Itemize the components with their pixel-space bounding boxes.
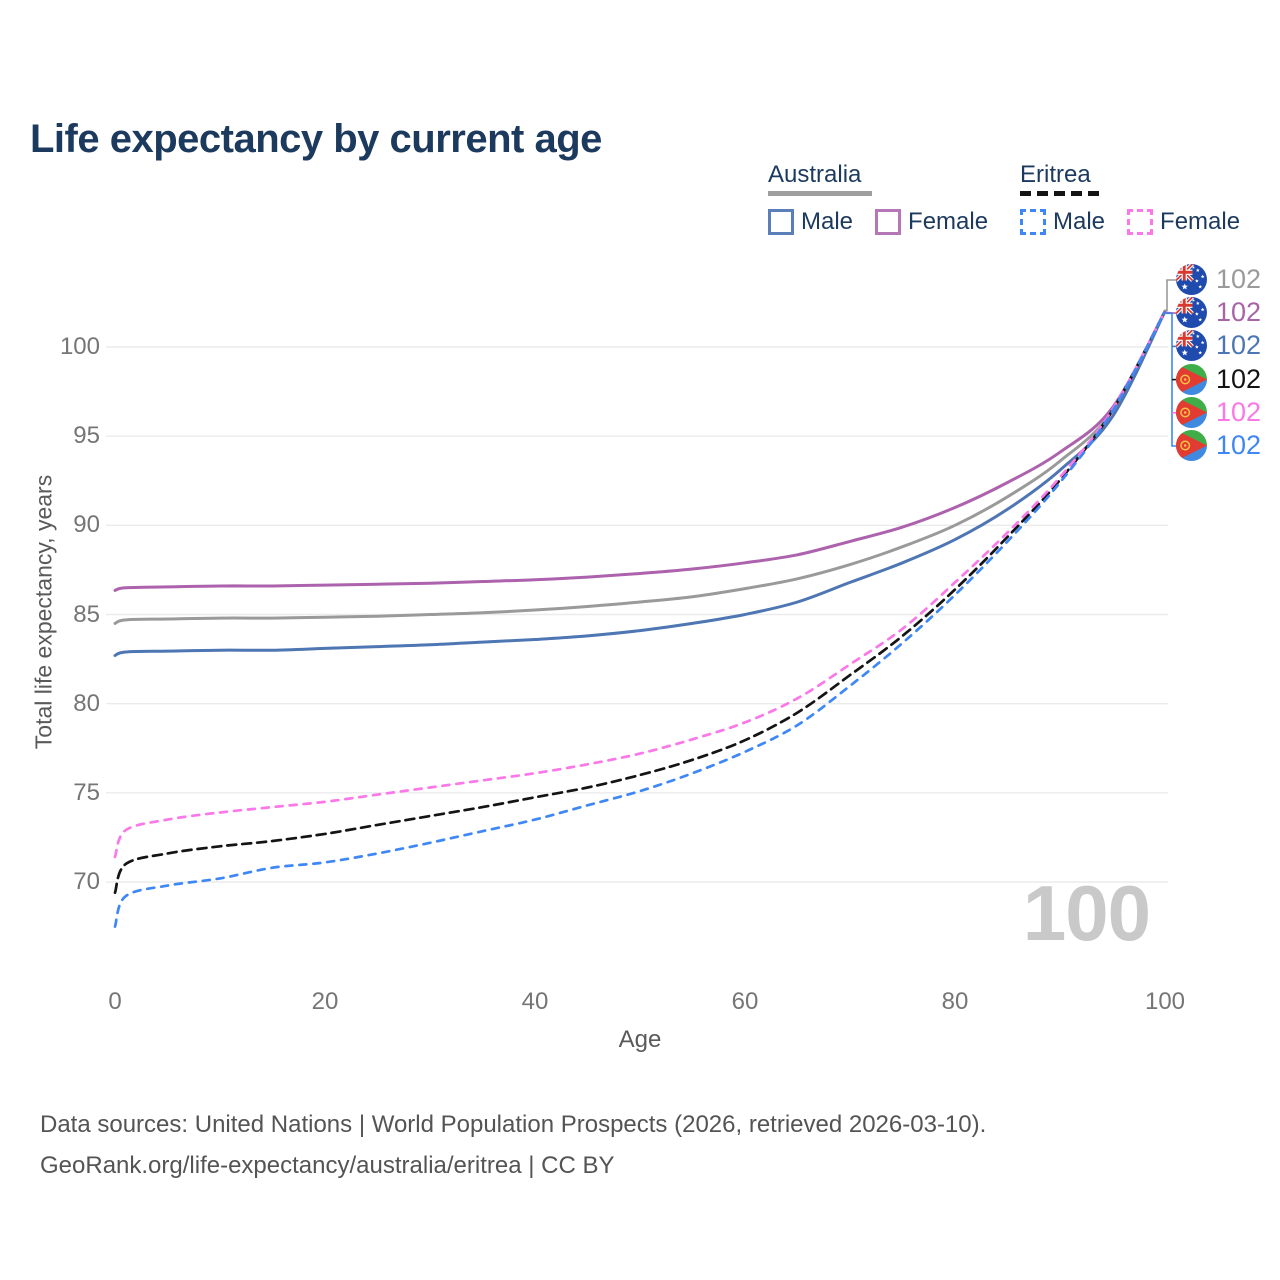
eritrea-flag-icon (1176, 363, 1207, 395)
series-line-eritrea-female (113, 309, 1167, 859)
end-label-row-australia-female: 102 (1176, 297, 1262, 329)
series-line-eritrea-male (113, 309, 1167, 928)
legend-label: Male (1053, 208, 1106, 235)
legend-country-eritrea: Eritrea (1020, 161, 1091, 188)
y-tick-label-80: 80 (73, 689, 100, 717)
legend-item-eritrea-male[interactable]: Male (1020, 208, 1105, 236)
legend-label: Female (1160, 208, 1241, 235)
leader-australia-total (1164, 279, 1176, 312)
end-label-row-eritrea-male: 102 (1176, 430, 1261, 461)
end-label-value-australia-male: 102 (1216, 330, 1262, 361)
end-label-row-australia-total: 102 (1176, 264, 1261, 295)
footer: Data sources: United Nations | World Pop… (40, 1104, 986, 1186)
eritrea-flag-icon (1176, 396, 1207, 428)
y-tick-label-85: 85 (73, 600, 100, 628)
series-line-australia-total (113, 309, 1167, 625)
australia-flag-icon (1176, 330, 1207, 362)
end-label-value-australia-female: 102 (1216, 297, 1262, 328)
x-tick-label-0: 0 (108, 988, 122, 1015)
x-tick-label-100: 100 (1144, 988, 1186, 1015)
footer-attribution: GeoRank.org/life-expectancy/australia/er… (40, 1152, 615, 1179)
legend-group-australia: Australia Male Female (768, 162, 988, 236)
end-label-value-eritrea-female: 102 (1216, 396, 1262, 427)
age-watermark: 100 (1022, 869, 1151, 957)
end-label-value-australia-total: 102 (1216, 264, 1262, 294)
series-line-australia-female (113, 309, 1167, 592)
x-tick-label-60: 60 (731, 988, 759, 1015)
end-label-value-eritrea-total: 102 (1216, 363, 1262, 394)
legend-swatch-australia-total (768, 191, 872, 196)
y-tick-label-70: 70 (73, 868, 100, 895)
end-label-value-eritrea-male: 102 (1216, 430, 1262, 460)
y-tick-label-75: 75 (73, 778, 100, 806)
page-title: Life expectancy by current age (30, 116, 602, 161)
australia-male-swatch-icon (768, 209, 794, 235)
australia-flag-icon (1176, 297, 1207, 329)
x-tick-label-40: 40 (521, 988, 549, 1015)
eritrea-flag-icon (1176, 430, 1207, 461)
australia-flag-icon (1176, 264, 1207, 295)
eritrea-male-swatch-icon (1020, 209, 1046, 235)
y-tick-label-100: 100 (59, 333, 100, 360)
end-label-row-eritrea-total: 102 (1176, 363, 1262, 395)
y-tick-label-90: 90 (73, 511, 100, 539)
footer-data-sources: Data sources: United Nations | World Pop… (40, 1111, 987, 1138)
series-line-eritrea-total (113, 309, 1167, 895)
legend-swatch-eritrea-total (1020, 191, 1104, 196)
series-line-australia-male (113, 309, 1167, 657)
legend-label: Female (908, 208, 989, 235)
eritrea-female-swatch-icon (1127, 209, 1154, 235)
x-axis-title: Age (618, 1026, 662, 1053)
legend-country-australia: Australia (768, 161, 862, 188)
legend-item-australia-female[interactable]: Female (875, 208, 988, 236)
legend-label: Male (801, 208, 854, 235)
legend-group-eritrea: Eritrea Male Female (1020, 162, 1240, 236)
australia-female-swatch-icon (875, 209, 902, 235)
legend-item-eritrea-female[interactable]: Female (1127, 208, 1240, 236)
end-label-row-eritrea-female: 102 (1176, 396, 1262, 428)
legend-item-australia-male[interactable]: Male (768, 208, 853, 236)
y-tick-label-95: 95 (73, 422, 100, 450)
x-tick-label-80: 80 (941, 988, 969, 1015)
end-label-row-australia-male: 102 (1176, 330, 1262, 362)
x-tick-label-20: 20 (311, 988, 339, 1015)
